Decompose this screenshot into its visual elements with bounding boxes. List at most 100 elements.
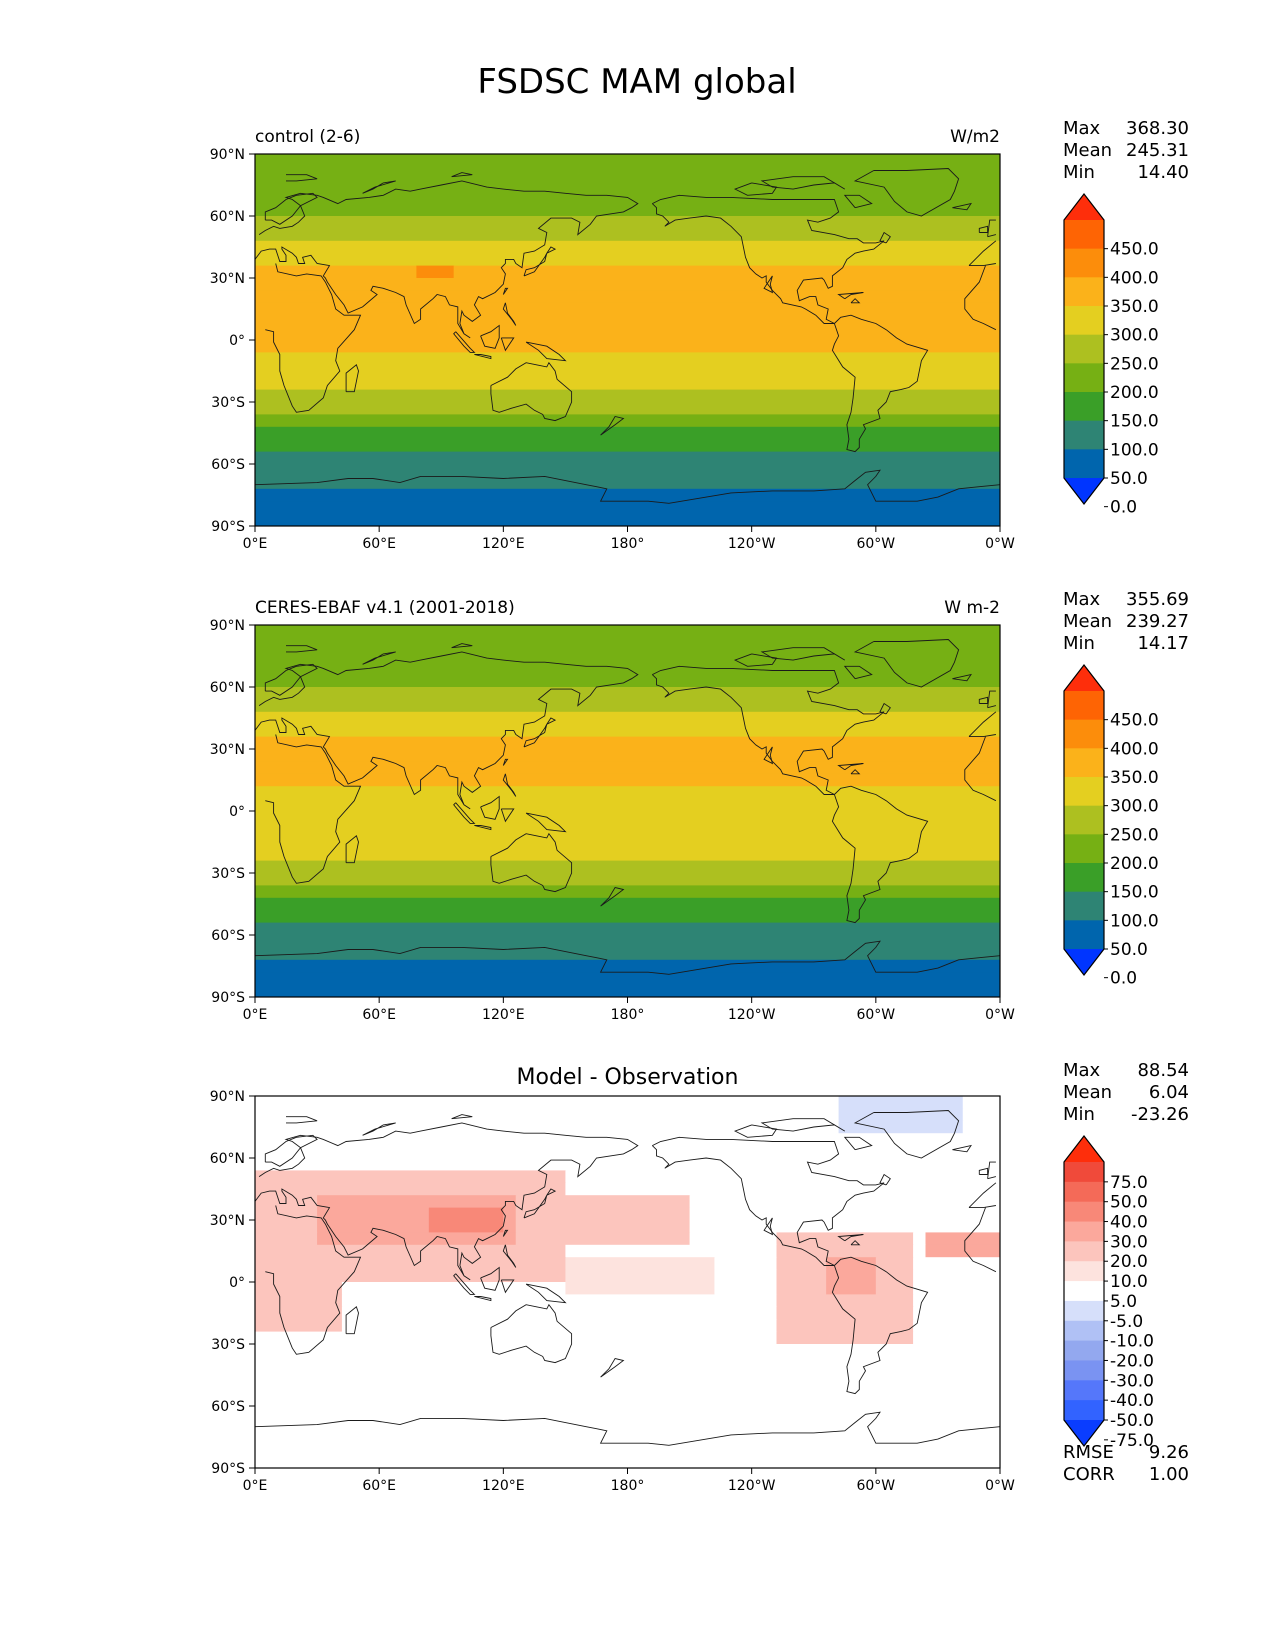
coastline bbox=[843, 665, 873, 680]
colorbar: 450.0 400.0 350.0 300.0 250.0 200.0 150.0 100.0… bbox=[1063, 193, 1159, 518]
coastlines bbox=[255, 639, 1000, 975]
coastline bbox=[853, 168, 960, 217]
colorbar-tick-label: 75.0 bbox=[1110, 1173, 1148, 1193]
coastline bbox=[500, 1279, 515, 1294]
coastline bbox=[600, 886, 625, 907]
coastline bbox=[837, 763, 864, 771]
coastline bbox=[264, 1134, 318, 1167]
coastline bbox=[480, 795, 500, 820]
stat-mean-value: 245.31 bbox=[1126, 140, 1189, 161]
lon-tick-label: 180° bbox=[611, 536, 645, 552]
colorbar-min-extend bbox=[1064, 949, 1104, 975]
coastline bbox=[546, 717, 557, 725]
coastline bbox=[760, 176, 846, 190]
coastline bbox=[760, 1118, 846, 1132]
panel-title: Model - Observation bbox=[517, 1065, 739, 1090]
coastline bbox=[879, 231, 891, 244]
colorbar-tick-label: 50.0 bbox=[1110, 1193, 1148, 1213]
colorbar-segment bbox=[1064, 1281, 1104, 1302]
colorbar-tick-label: 0.0 bbox=[1110, 969, 1137, 989]
colorbar-segment bbox=[1064, 220, 1104, 250]
stat-mean-value: 239.27 bbox=[1126, 611, 1189, 632]
colorbar-segment bbox=[1064, 1241, 1104, 1262]
stat-max-value: 355.69 bbox=[1126, 589, 1189, 610]
coastline bbox=[831, 785, 929, 924]
colorbar-tick-label: -30.0 bbox=[1110, 1371, 1154, 1391]
coastline bbox=[453, 802, 476, 824]
lat-tick-label: 90°N bbox=[210, 1089, 245, 1105]
map-field bbox=[255, 625, 1000, 997]
colorbar-segment bbox=[1064, 1340, 1104, 1361]
lat-tick-label: 90°S bbox=[211, 519, 245, 535]
colorbar: 75.050.040.030.020.010.05.0-5.0-10.0-20.… bbox=[1063, 1135, 1154, 1451]
lon-tick-label: 120°E bbox=[482, 1478, 525, 1494]
colorbar-segment bbox=[1064, 1400, 1104, 1421]
colorbar-segment bbox=[1064, 334, 1104, 364]
colorbar-segment bbox=[1064, 891, 1104, 921]
colorbar-tick-label: -75.0 bbox=[1110, 1431, 1154, 1451]
stat-max-value: 88.54 bbox=[1137, 1060, 1189, 1081]
coastline bbox=[600, 1357, 625, 1378]
coastline bbox=[952, 1144, 972, 1153]
colorbar-tick-label: 30.0 bbox=[1110, 1232, 1148, 1252]
colorbar-segment bbox=[1064, 248, 1104, 278]
stat-mean-value: 6.04 bbox=[1149, 1082, 1189, 1103]
colorbar-segment bbox=[1064, 1221, 1104, 1242]
figure-title: FSDSC MAM global bbox=[477, 62, 796, 102]
stat-min-label: Min bbox=[1063, 633, 1095, 654]
colorbar-tick-label: 50.0 bbox=[1110, 469, 1148, 489]
colorbar-tick-label: -10.0 bbox=[1110, 1332, 1154, 1352]
coastline bbox=[853, 1110, 960, 1159]
coastline bbox=[502, 1229, 509, 1237]
colorbar-segment bbox=[1064, 420, 1104, 450]
lon-tick-label: 0°W bbox=[985, 1478, 1015, 1494]
coastline bbox=[502, 773, 517, 797]
stat-min-value: 14.17 bbox=[1137, 633, 1189, 654]
lon-tick-label: 120°W bbox=[728, 1478, 776, 1494]
panel-observation: 90°N 60°N 30°N 0° 30°S 60°S 90°S0°E 60°E 120°E 18… bbox=[210, 589, 1189, 1023]
coastline bbox=[978, 1167, 989, 1175]
coastline bbox=[265, 1205, 997, 1355]
coastline bbox=[760, 647, 846, 661]
coastline bbox=[490, 1303, 573, 1364]
lat-tick-label: 90°S bbox=[211, 990, 245, 1006]
lat-tick-label: 60°N bbox=[210, 680, 245, 696]
colorbar-max-extend bbox=[1064, 194, 1104, 220]
panel-units: W/m2 bbox=[950, 127, 1000, 147]
lat-tick-label: 30°N bbox=[210, 271, 245, 287]
colorbar-tick-label: -5.0 bbox=[1110, 1312, 1143, 1332]
coastline bbox=[451, 172, 473, 178]
coastline bbox=[987, 1161, 997, 1180]
colorbar-tick-label: -20.0 bbox=[1110, 1351, 1154, 1371]
colorbar-min-extend bbox=[1064, 1420, 1104, 1446]
colorbar-tick-label: 200.0 bbox=[1110, 383, 1159, 403]
coastline bbox=[490, 361, 573, 422]
colorbar-tick-label: 450.0 bbox=[1110, 711, 1159, 731]
coastline bbox=[831, 314, 929, 453]
colorbar-segment bbox=[1064, 834, 1104, 864]
coastline bbox=[255, 651, 997, 810]
lat-tick-label: 90°S bbox=[211, 1461, 245, 1477]
coastline bbox=[474, 1296, 492, 1302]
lat-tick-label: 0° bbox=[229, 804, 245, 820]
stat-corr-label: CORR bbox=[1063, 1464, 1115, 1485]
stat-max-label: Max bbox=[1063, 589, 1101, 610]
coastline bbox=[255, 940, 1000, 975]
lon-tick-label: 60°E bbox=[362, 1478, 396, 1494]
coastline bbox=[474, 825, 492, 831]
colorbar-segment bbox=[1064, 277, 1104, 307]
colorbar-tick-label: 350.0 bbox=[1110, 768, 1159, 788]
coastline bbox=[502, 287, 509, 295]
colorbar-tick-label: 100.0 bbox=[1110, 911, 1159, 931]
coastline bbox=[255, 1122, 997, 1281]
lat-tick-label: 60°S bbox=[211, 1399, 245, 1415]
lon-tick-label: 120°W bbox=[728, 1007, 776, 1023]
coastline bbox=[879, 1173, 891, 1186]
lat-tick-label: 60°N bbox=[210, 209, 245, 225]
lat-tick-label: 60°S bbox=[211, 457, 245, 473]
lat-tick-label: 60°S bbox=[211, 928, 245, 944]
lon-tick-label: 0°W bbox=[985, 536, 1015, 552]
colorbar-segment bbox=[1064, 392, 1104, 422]
coastline bbox=[453, 331, 476, 353]
lat-tick-label: 30°S bbox=[211, 395, 245, 411]
